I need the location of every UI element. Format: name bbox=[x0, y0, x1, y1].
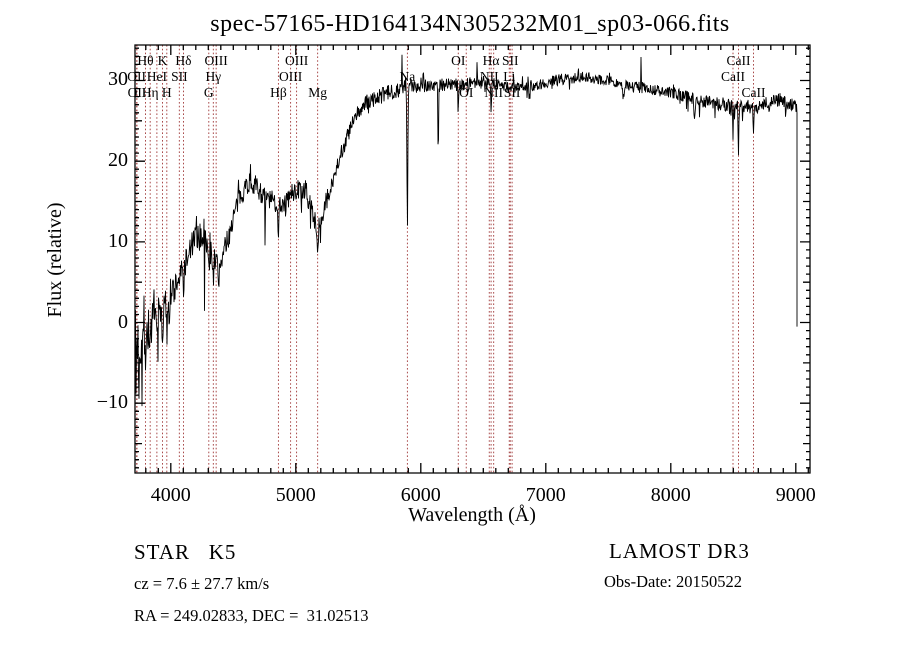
line-marker-label: OI bbox=[451, 53, 466, 68]
spectrum-line bbox=[134, 54, 798, 407]
obs-date-value: Obs-Date: 20150522 bbox=[604, 572, 742, 591]
line-marker-label: CaII bbox=[721, 69, 745, 84]
line-marker-label: HeI bbox=[147, 69, 168, 84]
y-tick-label: 10 bbox=[108, 229, 128, 252]
line-marker-label: CaII bbox=[742, 85, 766, 100]
x-tick-label: 6000 bbox=[400, 484, 441, 506]
cz-velocity-value: cz = 7.6 ± 27.7 km/s bbox=[134, 574, 270, 593]
line-marker-label: H bbox=[162, 85, 172, 100]
line-marker-label: Hθ bbox=[137, 53, 153, 68]
x-tick-label: 9000 bbox=[775, 484, 816, 506]
x-tick-label: 5000 bbox=[275, 484, 316, 506]
line-marker-label: Hβ bbox=[270, 85, 287, 100]
line-marker-label: CaII bbox=[727, 53, 751, 68]
line-marker-label: Hδ bbox=[175, 53, 191, 68]
line-marker-label: SII bbox=[502, 53, 519, 68]
line-marker-label: Mg bbox=[308, 85, 327, 100]
line-marker-label: NII bbox=[484, 85, 503, 100]
x-tick-label: 7000 bbox=[525, 484, 566, 506]
plot-title: spec-57165-HD164134N305232M01_sp03-066.f… bbox=[210, 11, 730, 37]
line-marker-label: OIII bbox=[279, 69, 303, 84]
line-marker-label: Hα bbox=[483, 53, 500, 68]
line-marker-label: SII bbox=[171, 69, 188, 84]
y-tick-label: 20 bbox=[108, 149, 128, 172]
axes-frame bbox=[134, 44, 811, 474]
x-axis-label: Wavelength (Å) bbox=[408, 504, 536, 526]
classification-label: STAR K5 bbox=[134, 540, 237, 564]
line-marker-label: OII bbox=[127, 69, 146, 84]
line-marker-label: Li bbox=[503, 69, 515, 84]
x-tick-label: 8000 bbox=[650, 484, 691, 506]
survey-release-label: LAMOST DR3 bbox=[609, 539, 750, 563]
line-marker-label: OII bbox=[128, 85, 147, 100]
line-markers bbox=[136, 45, 754, 473]
y-tick-label: −10 bbox=[96, 391, 128, 414]
line-marker-label: K bbox=[158, 53, 168, 68]
y-tick-label: 0 bbox=[118, 310, 128, 333]
line-marker-label: OIII bbox=[205, 53, 229, 68]
line-marker-label: G bbox=[204, 85, 214, 100]
x-tick-label: 4000 bbox=[150, 484, 191, 506]
line-marker-label: OIII bbox=[285, 53, 309, 68]
line-marker-label: Hγ bbox=[205, 69, 221, 84]
line-marker bbox=[136, 45, 754, 473]
y-tick-label: 30 bbox=[108, 68, 128, 91]
line-marker-label: Hη bbox=[142, 85, 159, 100]
ra-dec-value: RA = 249.02833, DEC = 31.02513 bbox=[134, 606, 369, 625]
